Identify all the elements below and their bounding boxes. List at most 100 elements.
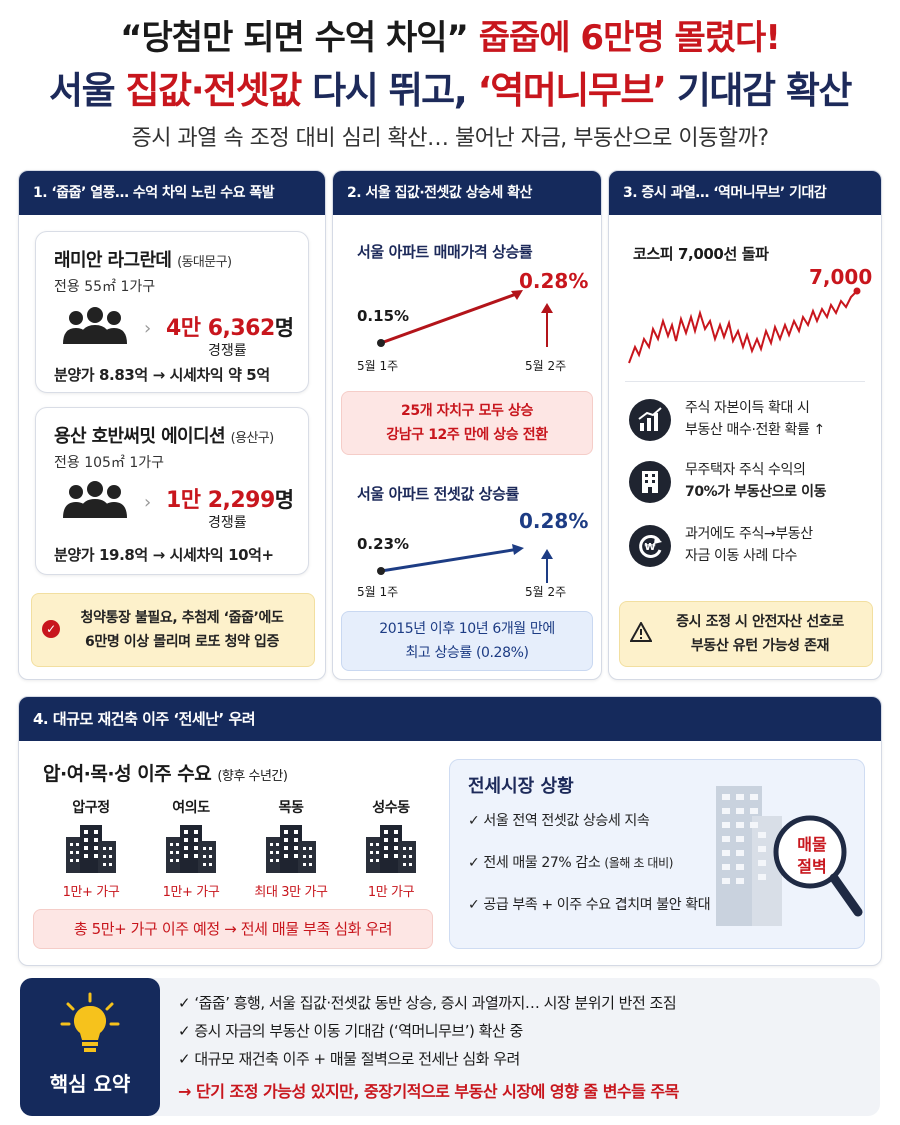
- note-line2: 강남구 12주 만에 상승 전환: [386, 427, 548, 443]
- relocation-total-note: 총 5만+ 가구 이주 예정 → 전세 매물 부족 심화 우려: [33, 909, 433, 949]
- section1-note: ✓ 청약통장 불필요, 추첨제 ‘줍줍’에도 6만명 이상 몰리며 로또 청약 …: [31, 593, 315, 667]
- building-icon: [629, 461, 671, 503]
- area-households: 1만+ 가구: [62, 885, 120, 900]
- section3-title: 3. 증시 과열… ‘역머니무브’ 기대감: [609, 171, 881, 215]
- bullet-2: 무주택자 주식 수익의 70%가 부동산으로 이동: [685, 462, 827, 500]
- chart2-to-value: 0.28%: [519, 509, 589, 533]
- area-households: 1만 가구: [367, 885, 415, 900]
- section1-title: 1. ‘줍줍’ 열풍… 수억 차익 노린 수요 폭발: [19, 171, 325, 215]
- competition-label: 경쟁률: [208, 515, 247, 531]
- headline-line1: “당첨만 되면 수억 차익” 줍줍에 6만명 몰렸다!: [0, 10, 900, 59]
- apartment-icon: [266, 825, 316, 873]
- arrow-head: [511, 290, 523, 300]
- market-item-2: ✓ 전세 매물 27% 감소 (올해 초 대비): [468, 855, 673, 871]
- section3-warning: 증시 조정 시 안전자산 선호로 부동산 유턴 가능성 존재: [619, 601, 873, 667]
- note-line1: 청약통장 불필요, 추첨제 ‘줍줍’에도: [80, 610, 284, 626]
- complex-name: 용산 호반써밋 에이디션 (용산구): [54, 426, 274, 447]
- chart1-title: 서울 아파트 매매가격 상승률: [357, 243, 533, 261]
- market-item-1: ✓ 서울 전역 전셋값 상승세 지속: [468, 813, 650, 829]
- people-icon: [63, 481, 127, 518]
- cycle-icon: ₩: [629, 525, 671, 567]
- price-gain: 분양가 19.8억 → 시세차익 10억+: [54, 546, 274, 564]
- apartment-icon: [166, 825, 216, 873]
- jeonse-market-box: 전세시장 상황 ✓ 서울 전역 전셋값 상승세 지속 ✓ 전세 매물 27% 감…: [449, 759, 865, 949]
- jeonse-rate-chart: [377, 544, 553, 583]
- warning-icon: [630, 622, 652, 642]
- check-circle-icon: ✓: [42, 620, 60, 638]
- chart1-to-label: 5월 2주: [525, 359, 567, 373]
- rate-line: [380, 291, 520, 345]
- area-name: 여의도: [172, 800, 210, 816]
- subtitle: 증시 과열 속 조정 대비 심리 확산… 불어난 자금, 부동산으로 이동할까?: [131, 126, 769, 151]
- people-icon: [63, 307, 127, 344]
- section3-panel: 3. 증시 과열… ‘역머니무브’ 기대감 코스피 7,000선 돌파 7,00…: [608, 170, 882, 680]
- headline-seoul: 서울: [49, 69, 116, 112]
- headline-highlight: 줍줍에 6만명 몰렸다!: [478, 18, 781, 58]
- chart2-title: 서울 아파트 전셋값 상승률: [357, 485, 519, 503]
- magnifier-label: 매물 절벽: [797, 835, 827, 876]
- start-point: [377, 339, 385, 347]
- area-name: 목동: [278, 800, 304, 816]
- rate-line: [380, 547, 520, 573]
- area-name: 압구정: [72, 800, 110, 816]
- arrow-head: [512, 544, 524, 555]
- headline-rebound: 다시 뛰고,: [312, 69, 468, 112]
- summary-line-2: ✓ 증시 자금의 부동산 이동 기대감 (‘역머니무브’) 확산 중: [178, 1022, 523, 1040]
- chart2-from-label: 5월 1주: [357, 585, 399, 599]
- applicant-count: 4만 6,362명: [166, 316, 294, 341]
- section1-panel: 1. ‘줍줍’ 열풍… 수억 차익 노린 수요 폭발 래미안 라그란데 (동대문…: [18, 170, 326, 680]
- complex-size: 전용 105㎡ 1가구: [54, 455, 165, 471]
- kospi-endpoint: [853, 287, 861, 295]
- start-point: [377, 567, 385, 575]
- area-name: 성수동: [372, 800, 410, 816]
- section4-title: 4. 대규모 재건축 이주 ‘전세난’ 우려: [19, 697, 881, 741]
- competition-label: 경쟁률: [208, 343, 247, 359]
- headline-prices: 집값·전셋값: [125, 69, 303, 112]
- relocation-heading: 압·여·목·성 이주 수요 (향후 수년간): [43, 763, 288, 785]
- svg-text:₩: ₩: [644, 542, 655, 553]
- right-arrow-icon: →: [178, 1082, 191, 1101]
- summary-line-3: ✓ 대규모 재건축 이주 + 매물 절벽으로 전세난 심화 우려: [178, 1050, 520, 1068]
- kospi-chart-title: 코스피 7,000선 돌파: [633, 245, 769, 263]
- divider: [625, 381, 865, 382]
- stock-chart-icon: [629, 399, 671, 441]
- chevron-right-icon: ›: [144, 492, 152, 513]
- note-line1: 2015년 이후 10년 6개월 만에: [379, 621, 555, 637]
- applicant-count: 1만 2,299명: [166, 488, 294, 513]
- apartment-icon: [366, 825, 416, 873]
- chart1-from-label: 5월 1주: [357, 359, 399, 373]
- chart2-from-value: 0.23%: [357, 535, 410, 553]
- summary-line-1: ✓ ‘줍줍’ 흥행, 서울 집값·전셋값 동반 상승, 증시 과열까지… 시장 …: [178, 994, 677, 1012]
- complex-card-1: 래미안 라그란데 (동대문구) 전용 55㎡ 1가구 › 4만 6,362명 경…: [35, 231, 309, 393]
- chart1-to-value: 0.28%: [519, 269, 589, 293]
- magnifier-icon: [773, 815, 863, 917]
- summary-label-box: 핵심 요약: [20, 978, 160, 1116]
- section2-note2: 2015년 이후 10년 6개월 만에 최고 상승률 (0.28%): [341, 611, 593, 671]
- apartment-icon: [66, 825, 116, 873]
- chart1-from-value: 0.15%: [357, 307, 410, 325]
- complex-name: 래미안 라그란데 (동대문구): [54, 250, 232, 271]
- bullet-1: 주식 자본이득 확대 시 부동산 매수·전환 확률 ↑: [685, 400, 825, 438]
- jeonse-market-title: 전세시장 상황: [468, 776, 574, 797]
- kospi-line-chart: [628, 287, 861, 364]
- headline-line2: 서울 집값·전셋값 다시 뛰고, ‘역머니무브’ 기대감 확산: [0, 60, 900, 114]
- chevron-right-icon: ›: [144, 318, 152, 339]
- section2-panel: 2. 서울 집값·전셋값 상승세 확산 서울 아파트 매매가격 상승률 0.15…: [332, 170, 602, 680]
- headline-expectation: 기대감 확산: [676, 69, 853, 112]
- note-line2: 6만명 이상 몰리며 로또 청약 입증: [85, 634, 279, 650]
- apartment-buildings-icon: [716, 786, 782, 926]
- section2-note1: 25개 자치구 모두 상승 강남구 12주 만에 상승 전환: [341, 391, 593, 455]
- price-gain: 분양가 8.83억 → 시세차익 약 5억: [54, 366, 270, 384]
- warning-line2: 부동산 유턴 가능성 존재: [690, 638, 830, 654]
- section4-panel: 4. 대규모 재건축 이주 ‘전세난’ 우려 압·여·목·성 이주 수요 (향후…: [18, 696, 882, 966]
- kospi-value: 7,000: [809, 265, 873, 289]
- headline-quote: “당첨만 되면 수억 차익”: [120, 18, 469, 58]
- complex-card-2: 용산 호반써밋 에이디션 (용산구) 전용 105㎡ 1가구 › 1만 2,29…: [35, 407, 309, 575]
- section2-title: 2. 서울 집값·전셋값 상승세 확산: [333, 171, 601, 215]
- chart2-to-label: 5월 2주: [525, 585, 567, 599]
- complex-size: 전용 55㎡ 1가구: [54, 279, 156, 295]
- sale-price-rate-chart: [377, 290, 553, 347]
- lightbulb-icon: [60, 992, 120, 1052]
- market-item-3: ✓ 공급 부족 + 이주 수요 겹치며 불안 확대: [468, 897, 711, 913]
- note-line2: 최고 상승률 (0.28%): [405, 645, 529, 661]
